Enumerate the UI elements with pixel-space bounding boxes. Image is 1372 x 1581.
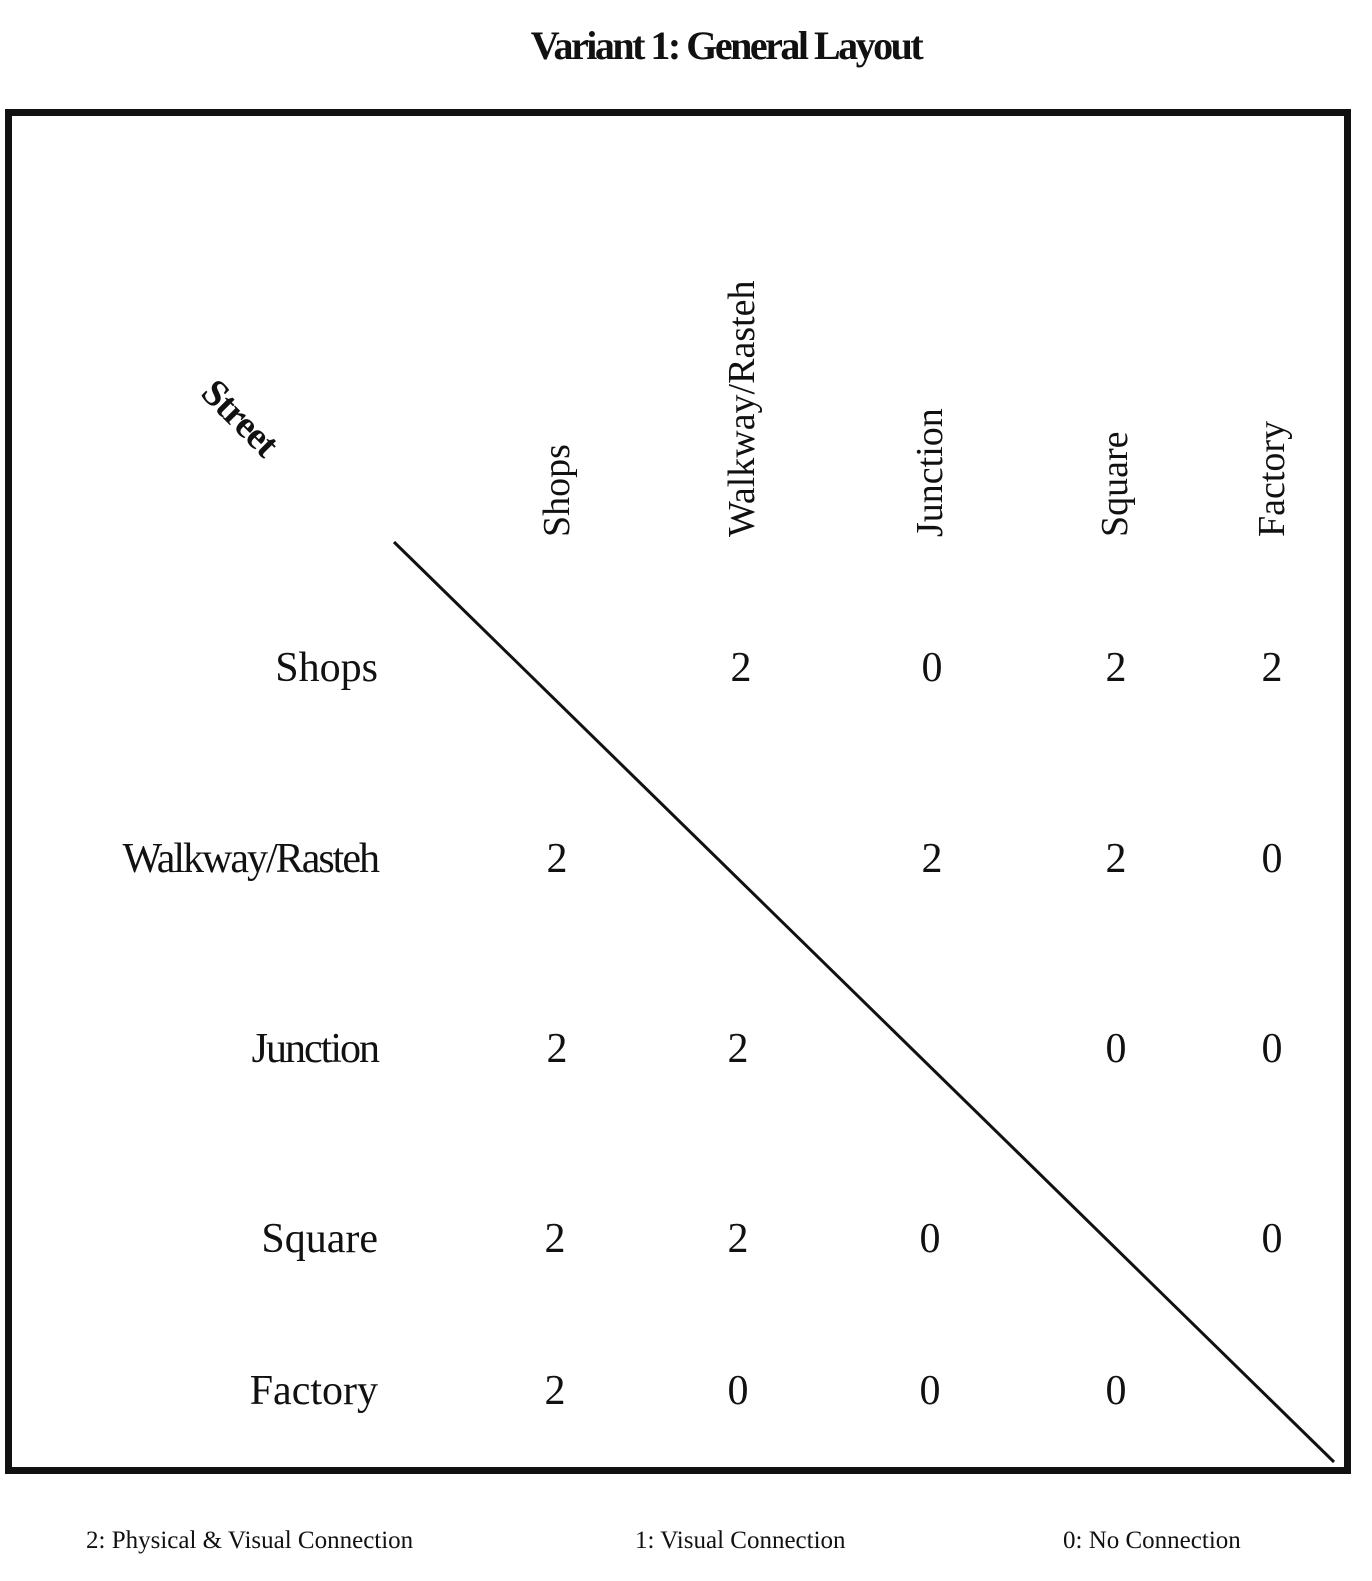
- matrix-cell: 2: [1105, 836, 1127, 882]
- matrix-cell: 0: [919, 1368, 941, 1414]
- matrix-cell: 2: [730, 645, 752, 691]
- row-header-junction: Junction: [251, 1026, 380, 1072]
- matrix-cell: 2: [727, 1026, 749, 1072]
- row-header-factory: Factory: [249, 1368, 378, 1414]
- matrix-cell: 0: [1105, 1026, 1127, 1072]
- row-header-shops: Shops: [275, 645, 378, 691]
- matrix-cell: 0: [919, 1216, 941, 1262]
- column-header-factory: Factory: [1251, 420, 1293, 537]
- row-header-walkway-rasteh: Walkway/Rasteh: [122, 836, 380, 882]
- diagonal-line: [392, 540, 1336, 1464]
- matrix-cell: 2: [727, 1216, 749, 1262]
- page-title: Variant 1: General Layout: [530, 23, 924, 68]
- matrix-cell: 0: [1261, 1026, 1283, 1072]
- matrix-cell: 0: [921, 645, 943, 691]
- legend-item-physical-visual: 2: Physical & Visual Connection: [86, 1527, 414, 1554]
- matrix-cell: 0: [1105, 1368, 1127, 1414]
- column-header-shops: Shops: [536, 444, 578, 537]
- column-header-walkway-rasteh: Walkway/Rasteh: [721, 280, 763, 537]
- row-header-square: Square: [261, 1216, 378, 1262]
- matrix-cell: 2: [544, 1216, 566, 1262]
- legend-item-visual: 1: Visual Connection: [635, 1527, 846, 1554]
- matrix-cell: 0: [1261, 1216, 1283, 1262]
- matrix-frame: [5, 109, 1351, 1474]
- matrix-cell: 2: [546, 836, 568, 882]
- matrix-cell: 0: [727, 1368, 749, 1414]
- matrix-cell: 2: [921, 836, 943, 882]
- matrix-cell: 2: [546, 1026, 568, 1072]
- legend-item-no-connection: 0: No Connection: [1063, 1527, 1241, 1554]
- column-header-square: Square: [1094, 431, 1136, 537]
- matrix-cell: 2: [1105, 645, 1127, 691]
- matrix-cell: 2: [1261, 645, 1283, 691]
- matrix-cell: 2: [544, 1368, 566, 1414]
- matrix-cell: 0: [1261, 836, 1283, 882]
- column-header-junction: Junction: [909, 408, 951, 537]
